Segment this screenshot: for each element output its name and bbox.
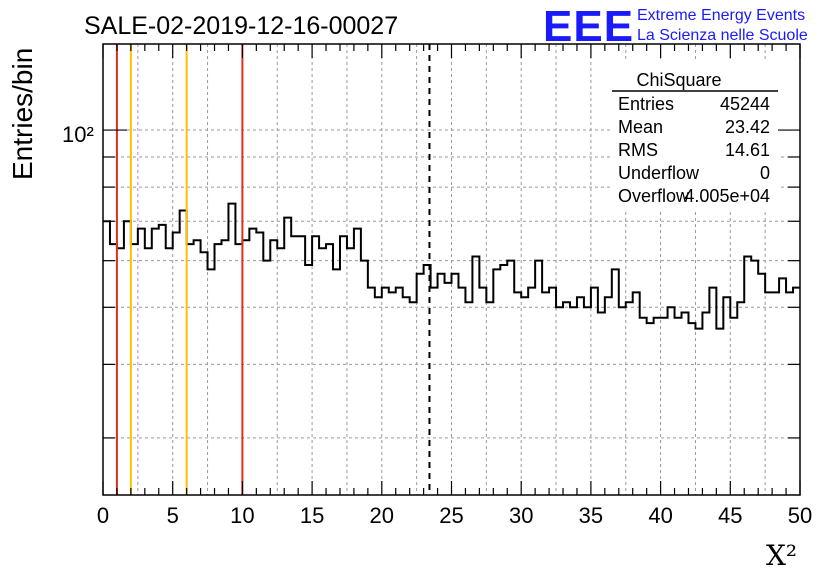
stats-label: Overflow: [618, 186, 690, 206]
stats-box-background: [612, 62, 778, 210]
x-tick-label: 0: [97, 503, 109, 528]
stats-box: ChiSquare Entries 45244 Mean 23.42 RMS 14.61 U…: [612, 62, 778, 210]
stats-value: 23.42: [725, 117, 770, 137]
axis-ticks: [102, 44, 801, 495]
x-tick-label: 15: [300, 503, 324, 528]
stats-rows: Entries 45244 Mean 23.42 RMS 14.61 Underflow 0 O…: [618, 94, 770, 206]
stats-title: ChiSquare: [636, 70, 721, 90]
x-tick-labels: 0 5 10 15 20 25 30 35 40 45 50: [97, 503, 812, 528]
x-tick-label: 45: [718, 503, 742, 528]
page-title: SALE-02-2019-12-16-00027: [84, 12, 398, 40]
grid: [103, 44, 800, 495]
stats-label: Mean: [618, 117, 663, 137]
stats-label: Entries: [618, 94, 674, 114]
x-tick-label: 5: [167, 503, 179, 528]
logo-line-1: Extreme Energy Events: [637, 7, 805, 24]
stats-value: 14.61: [725, 140, 770, 160]
x-tick-label: 10: [230, 503, 254, 528]
stats-label: Underflow: [618, 163, 700, 183]
logo-line-2: La Scienza nelle Scuole: [637, 27, 808, 44]
x-tick-label: 50: [788, 503, 812, 528]
marker-lines: [115, 44, 431, 495]
x-tick-label: 40: [648, 503, 672, 528]
eee-logo: EEE: [543, 2, 634, 51]
x-tick-label: 35: [579, 503, 603, 528]
stats-value: 4.005e+04: [684, 186, 770, 206]
x-tick-label: 20: [370, 503, 394, 528]
x-tick-label: 30: [509, 503, 533, 528]
histogram-line: [103, 202, 800, 330]
y-tick-label: 10²: [62, 122, 94, 147]
x-tick-label: 25: [439, 503, 463, 528]
y-axis-title: Entries/bin: [7, 48, 38, 180]
x-axis-title: X²: [766, 539, 797, 572]
stats-label: RMS: [618, 140, 658, 160]
stats-value: 45244: [720, 94, 770, 114]
stats-value: 0: [760, 163, 770, 183]
